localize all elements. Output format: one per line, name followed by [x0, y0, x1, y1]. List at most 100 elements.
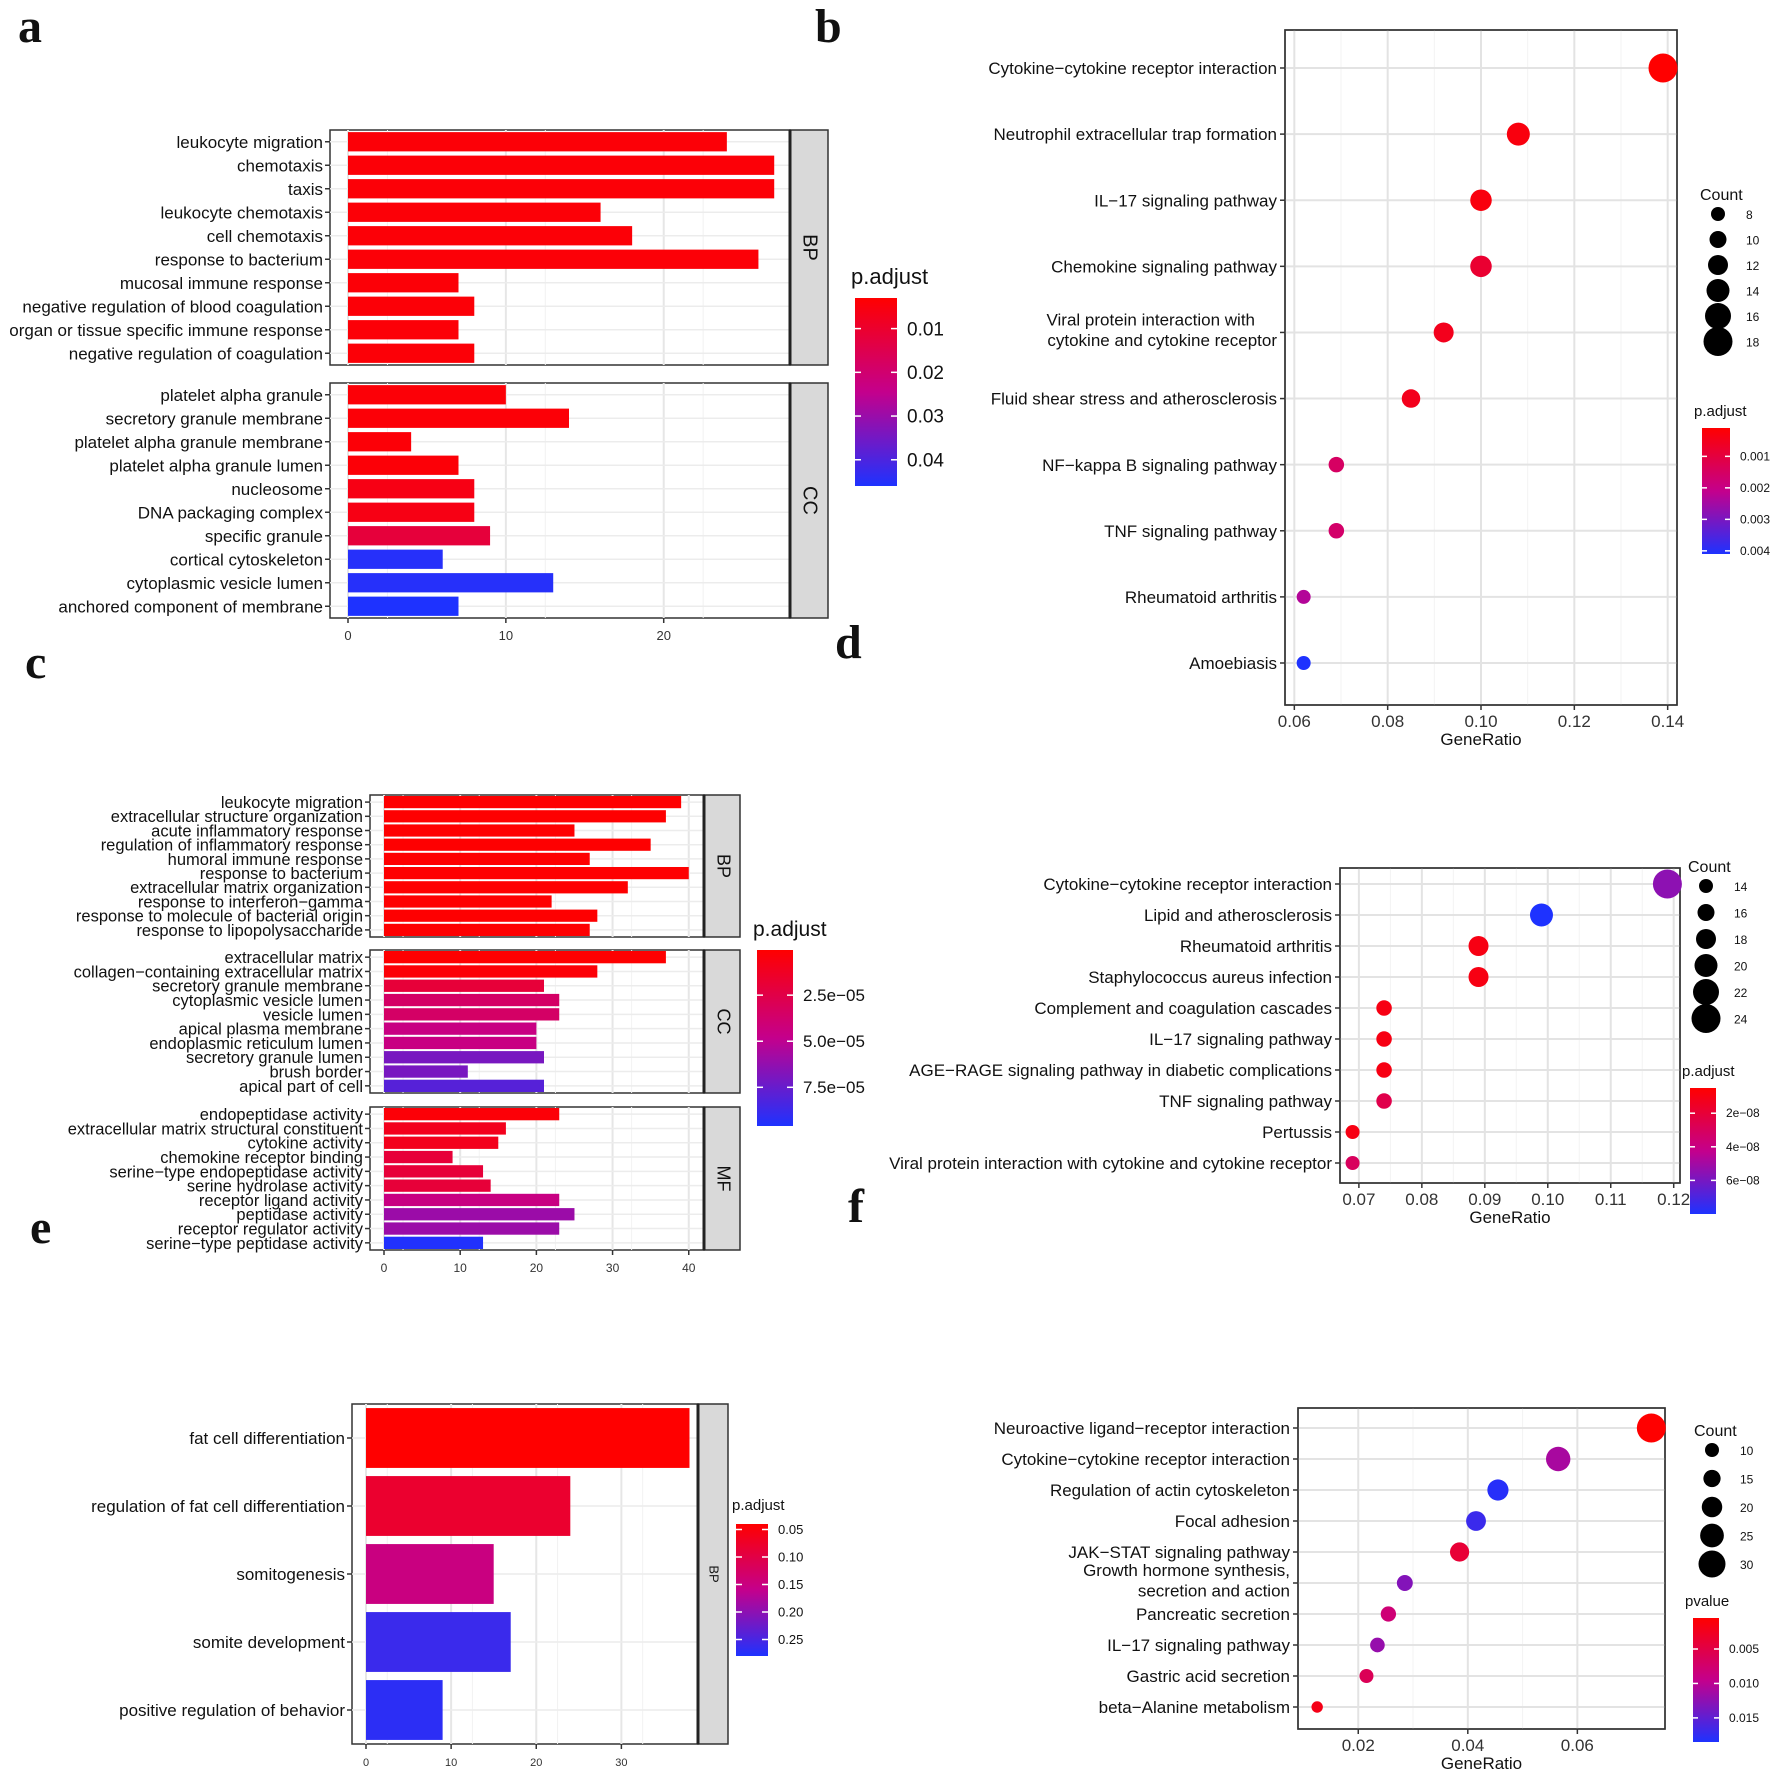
category-label: Fluid shear stress and atherosclerosis [991, 390, 1277, 409]
bar [384, 838, 651, 851]
category-label: serine−type peptidase activity [146, 1235, 364, 1253]
plot-border [1339, 867, 1681, 1184]
data-point [1345, 1156, 1360, 1170]
category-label-line: secretion and action [1138, 1582, 1290, 1601]
legend-title: p.adjust [753, 918, 827, 941]
legend-title: p.adjust [851, 264, 928, 289]
bar [384, 1051, 544, 1064]
category-label: nucleosome [231, 480, 323, 499]
category-label: leukocyte chemotaxis [160, 203, 323, 222]
size-legend-dot [1703, 327, 1733, 356]
category-label: Gastric acid secretion [1127, 1667, 1290, 1686]
size-legend-dot [1709, 231, 1727, 248]
data-point [1328, 523, 1345, 539]
bar [384, 1222, 560, 1235]
size-legend-dot [1700, 1523, 1724, 1548]
color-legend-label: 0.010 [1729, 1676, 1759, 1690]
category-label: cytoplasmic vesicle lumen [172, 992, 363, 1010]
category-label: JAK−STAT signaling pathway [1068, 1543, 1290, 1562]
bar [366, 1680, 443, 1740]
size-legend-dot [1701, 1496, 1723, 1518]
size-legend-dot [1708, 255, 1728, 275]
category-label: response to bacterium [200, 865, 363, 883]
bar [384, 881, 628, 894]
bar [384, 1008, 560, 1021]
category-label: response to interferon−gamma [138, 893, 364, 911]
category-label: leukocyte migration [177, 133, 323, 152]
facet-strip [789, 382, 829, 619]
bar [384, 1193, 560, 1207]
category-label: serine−type endopeptidase activity [109, 1163, 363, 1181]
category-label: Cytokine−cytokine receptor interaction [988, 59, 1277, 78]
bar [366, 1408, 690, 1468]
bar [384, 1122, 506, 1135]
x-tick-label: 0.12 [1558, 712, 1591, 731]
data-point [1296, 656, 1311, 670]
legend-label: 0.05 [778, 1522, 803, 1537]
data-point [1487, 1479, 1509, 1501]
size-legend-label: 25 [1740, 1530, 1754, 1544]
dot-chart-f: Neuroactive ligand−receptor interaction C… [994, 1407, 1759, 1773]
category-label: Viral protein interaction with cytokine a… [1046, 311, 1277, 350]
color-legend-label: 0.005 [1729, 1642, 1759, 1656]
data-point [1359, 1669, 1374, 1683]
bar [384, 1150, 453, 1164]
facet-strip [789, 129, 829, 366]
x-tick-label: 0.06 [1561, 1736, 1594, 1755]
data-point [1652, 869, 1682, 899]
x-axis-label: GeneRatio [1441, 1754, 1522, 1773]
bar [348, 479, 475, 499]
legend-colorbar [757, 950, 793, 1126]
x-tick-label: 0 [344, 628, 351, 643]
category-label: peptidase activity [236, 1206, 363, 1224]
size-legend-label: 30 [1740, 1558, 1754, 1572]
x-tick-label: 0.07 [1342, 1190, 1375, 1209]
x-axis-label: GeneRatio [1469, 1208, 1550, 1227]
category-label: collagen−containing extracellular matrix [74, 963, 364, 981]
facet-label: BP [799, 234, 821, 261]
legend-label: 0.15 [778, 1577, 803, 1592]
data-point [1466, 1511, 1486, 1531]
size-legend-label: 8 [1746, 208, 1753, 222]
category-label: acute inflammatory response [151, 822, 363, 840]
bar [384, 895, 552, 908]
x-tick-label: 30 [606, 1261, 620, 1275]
size-legend-dot [1698, 1550, 1726, 1578]
category-label: negative regulation of coagulation [69, 344, 323, 363]
size-legend-title: Count [1694, 1423, 1737, 1440]
bar [348, 343, 475, 363]
bar [384, 824, 575, 837]
color-legend-title: p.adjust [1694, 403, 1747, 420]
bar-chart-e: BP fat cell differentiation regulation of … [91, 1403, 803, 1769]
category-label: humoral immune response [168, 851, 363, 869]
bar [348, 202, 601, 222]
category-label: extracellular matrix structural constitu… [68, 1120, 364, 1138]
category-label: Neuroactive ligand−receptor interaction [994, 1419, 1290, 1438]
size-legend-dot [1706, 279, 1730, 302]
category-label: extracellular matrix organization [130, 879, 363, 897]
data-point [1636, 1413, 1666, 1443]
bar [348, 249, 759, 269]
data-point [1449, 1542, 1470, 1562]
bar [384, 951, 666, 964]
category-label: mucosal immune response [120, 274, 323, 293]
category-label: Viral protein interaction with cytokine … [889, 1154, 1332, 1173]
category-label: beta−Alanine metabolism [1099, 1698, 1290, 1717]
x-tick-label: 10 [499, 628, 513, 643]
category-label: Rheumatoid arthritis [1180, 937, 1332, 956]
category-label: Regulation of actin cytoskeleton [1050, 1481, 1290, 1500]
bar [348, 455, 459, 475]
color-legend-label: 6e−08 [1726, 1173, 1760, 1187]
category-label: somite development [193, 1633, 345, 1652]
category-label: cytokine activity [247, 1135, 363, 1153]
color-legend-bar [1693, 1618, 1719, 1742]
panel-letter-c: c [25, 636, 46, 689]
category-label: fat cell differentiation [189, 1429, 345, 1448]
data-point [1470, 255, 1492, 278]
size-legend-label: 22 [1734, 986, 1748, 1000]
panel-letter-a: a [18, 0, 42, 53]
legend-label: 0.10 [778, 1550, 803, 1565]
bar [384, 1108, 560, 1121]
